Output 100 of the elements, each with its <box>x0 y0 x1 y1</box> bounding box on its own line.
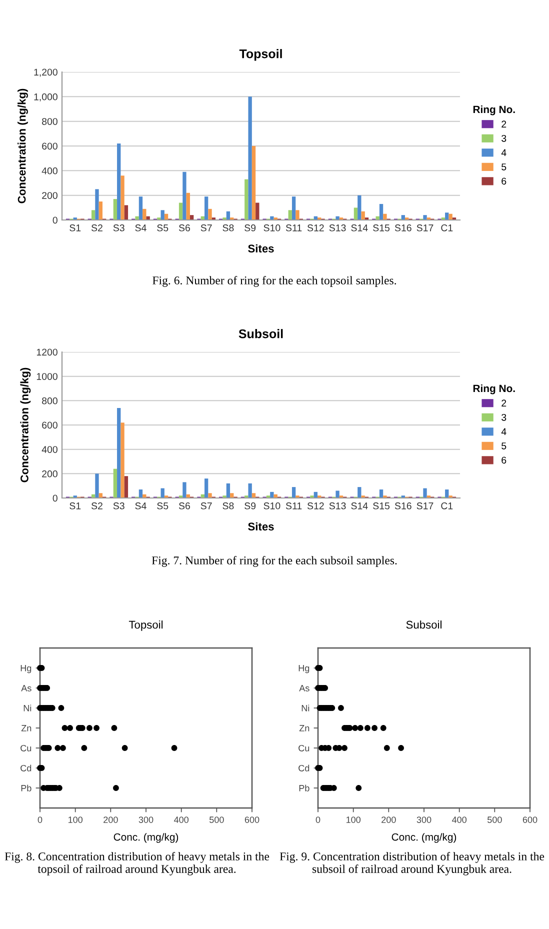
y-tick-label: Cu <box>20 744 32 752</box>
x-tick-label: S10 <box>264 502 280 510</box>
x-tick-label: S6 <box>178 224 190 232</box>
x-tick-label: 200 <box>382 816 396 823</box>
x-tick-label: S14 <box>351 224 368 232</box>
y-tick-label: 0 <box>52 216 58 224</box>
chart-title: Topsoil <box>239 49 282 61</box>
y-tick-label: 1,000 <box>34 93 58 102</box>
x-tick-label: S5 <box>157 224 168 232</box>
x-tick-label: S1 <box>70 502 81 510</box>
legend-title: Ring No. <box>473 105 515 116</box>
caption: Fig. 9. Concentration distribution of heavy metals in the subsoil of railroad around Kyungbuk area. <box>280 852 544 876</box>
chart-title: Subsoil <box>406 620 442 629</box>
x-axis-title: Conc. (mg/kg) <box>114 833 178 843</box>
x-tick-label: S2 <box>91 502 102 510</box>
y-axis-title: Concentration (ng/kg) <box>20 368 31 482</box>
x-tick-label: S9 <box>244 224 256 232</box>
legend-label: 4 <box>501 428 506 435</box>
x-tick-label: S13 <box>329 224 346 232</box>
x-tick-label: S4 <box>135 502 146 510</box>
legend-label: 4 <box>501 149 506 156</box>
caption: Fig. 7. Number of ring for the each subsoil samples. <box>152 556 397 567</box>
x-tick-label: S7 <box>200 502 212 510</box>
x-tick-label: 100 <box>346 816 361 823</box>
legend-title: Ring No. <box>473 384 515 394</box>
x-tick-label: 500 <box>209 816 224 823</box>
x-tick-label: S2 <box>91 224 102 232</box>
x-tick-label: 500 <box>487 816 502 823</box>
x-axis-title: Sites <box>248 522 274 530</box>
y-tick-label: 200 <box>42 192 58 199</box>
x-tick-label: 400 <box>174 816 189 823</box>
y-tick-label: Cd <box>20 764 32 772</box>
x-tick-label: S3 <box>113 224 124 232</box>
x-tick-label: S17 <box>416 502 434 510</box>
x-tick-label: 600 <box>522 816 538 823</box>
x-tick-label: 300 <box>138 816 154 823</box>
x-tick-label: 100 <box>68 816 83 823</box>
x-tick-label: S6 <box>178 502 190 510</box>
y-tick-label: Hg <box>20 665 32 674</box>
legend-label: 3 <box>502 134 506 142</box>
x-tick-label: S16 <box>394 502 412 510</box>
x-tick-label: S11 <box>286 224 302 232</box>
chart-title: Topsoil <box>128 620 163 631</box>
x-tick-label: C1 <box>441 224 453 232</box>
legend-label: 2 <box>502 400 506 406</box>
x-tick-label: S16 <box>394 224 412 232</box>
y-tick-label: 1,200 <box>34 68 58 77</box>
legend-label: 3 <box>502 414 506 421</box>
x-tick-label: S7 <box>200 224 212 232</box>
y-tick-label: 400 <box>42 446 58 453</box>
x-tick-label: S12 <box>307 224 324 232</box>
x-tick-label: S13 <box>329 502 346 510</box>
y-tick-label: Zn <box>299 725 310 732</box>
legend-label: 5 <box>502 442 506 450</box>
x-tick-label: 0 <box>316 816 320 823</box>
y-tick-label: 800 <box>42 118 58 125</box>
y-tick-label: Pb <box>299 784 310 792</box>
legend-label: 2 <box>502 120 506 128</box>
caption: Fig. 8. Concentration distribution of heavy metals in the topsoil of railroad around Kyungbuk area. <box>4 852 270 876</box>
x-tick-label: S15 <box>373 224 390 232</box>
y-axis-title: Concentration (ng/kg) <box>18 88 28 204</box>
y-tick-label: Ni <box>24 704 32 712</box>
y-tick-label: 800 <box>42 397 58 404</box>
legend-label: 6 <box>502 456 506 464</box>
x-axis-title: Sites <box>248 244 274 252</box>
x-tick-label: S10 <box>264 224 280 232</box>
y-tick-label: 1200 <box>36 348 58 356</box>
y-tick-label: Hg <box>298 665 310 674</box>
y-tick-label: Cu <box>298 744 310 752</box>
x-tick-label: C1 <box>441 502 453 510</box>
x-tick-label: S14 <box>351 502 368 510</box>
y-tick-label: 600 <box>42 422 58 429</box>
x-tick-label: S8 <box>222 224 234 232</box>
legend-label: 5 <box>502 164 506 170</box>
x-tick-label: S3 <box>113 502 124 510</box>
caption: Fig. 6. Number of ring for the each topsoil samples. <box>152 276 396 287</box>
y-tick-label: Zn <box>21 725 32 732</box>
chart-title: Subsoil <box>238 329 283 338</box>
y-tick-label: As <box>21 685 32 692</box>
y-tick-label: 400 <box>42 167 58 174</box>
x-tick-label: S9 <box>244 502 256 510</box>
y-tick-label: 200 <box>42 470 58 478</box>
x-tick-label: S4 <box>135 224 146 232</box>
x-tick-label: S1 <box>70 224 81 232</box>
y-tick-label: 1000 <box>36 373 58 380</box>
x-tick-label: 600 <box>244 816 260 823</box>
y-tick-label: Cd <box>298 764 310 772</box>
x-tick-label: 400 <box>452 816 467 823</box>
y-tick-label: Ni <box>302 704 310 712</box>
y-tick-label: 600 <box>42 142 58 150</box>
x-axis-title: Conc. (mg/kg) <box>392 833 456 843</box>
y-tick-label: Pb <box>21 784 32 792</box>
y-tick-label: 0 <box>52 494 58 502</box>
y-tick-label: As <box>299 685 310 692</box>
x-tick-label: 200 <box>104 816 118 823</box>
x-tick-label: S17 <box>416 224 434 232</box>
x-tick-label: S15 <box>373 502 390 510</box>
x-tick-label: S11 <box>286 502 302 510</box>
x-tick-label: S8 <box>222 502 234 510</box>
x-tick-label: S5 <box>157 502 168 510</box>
